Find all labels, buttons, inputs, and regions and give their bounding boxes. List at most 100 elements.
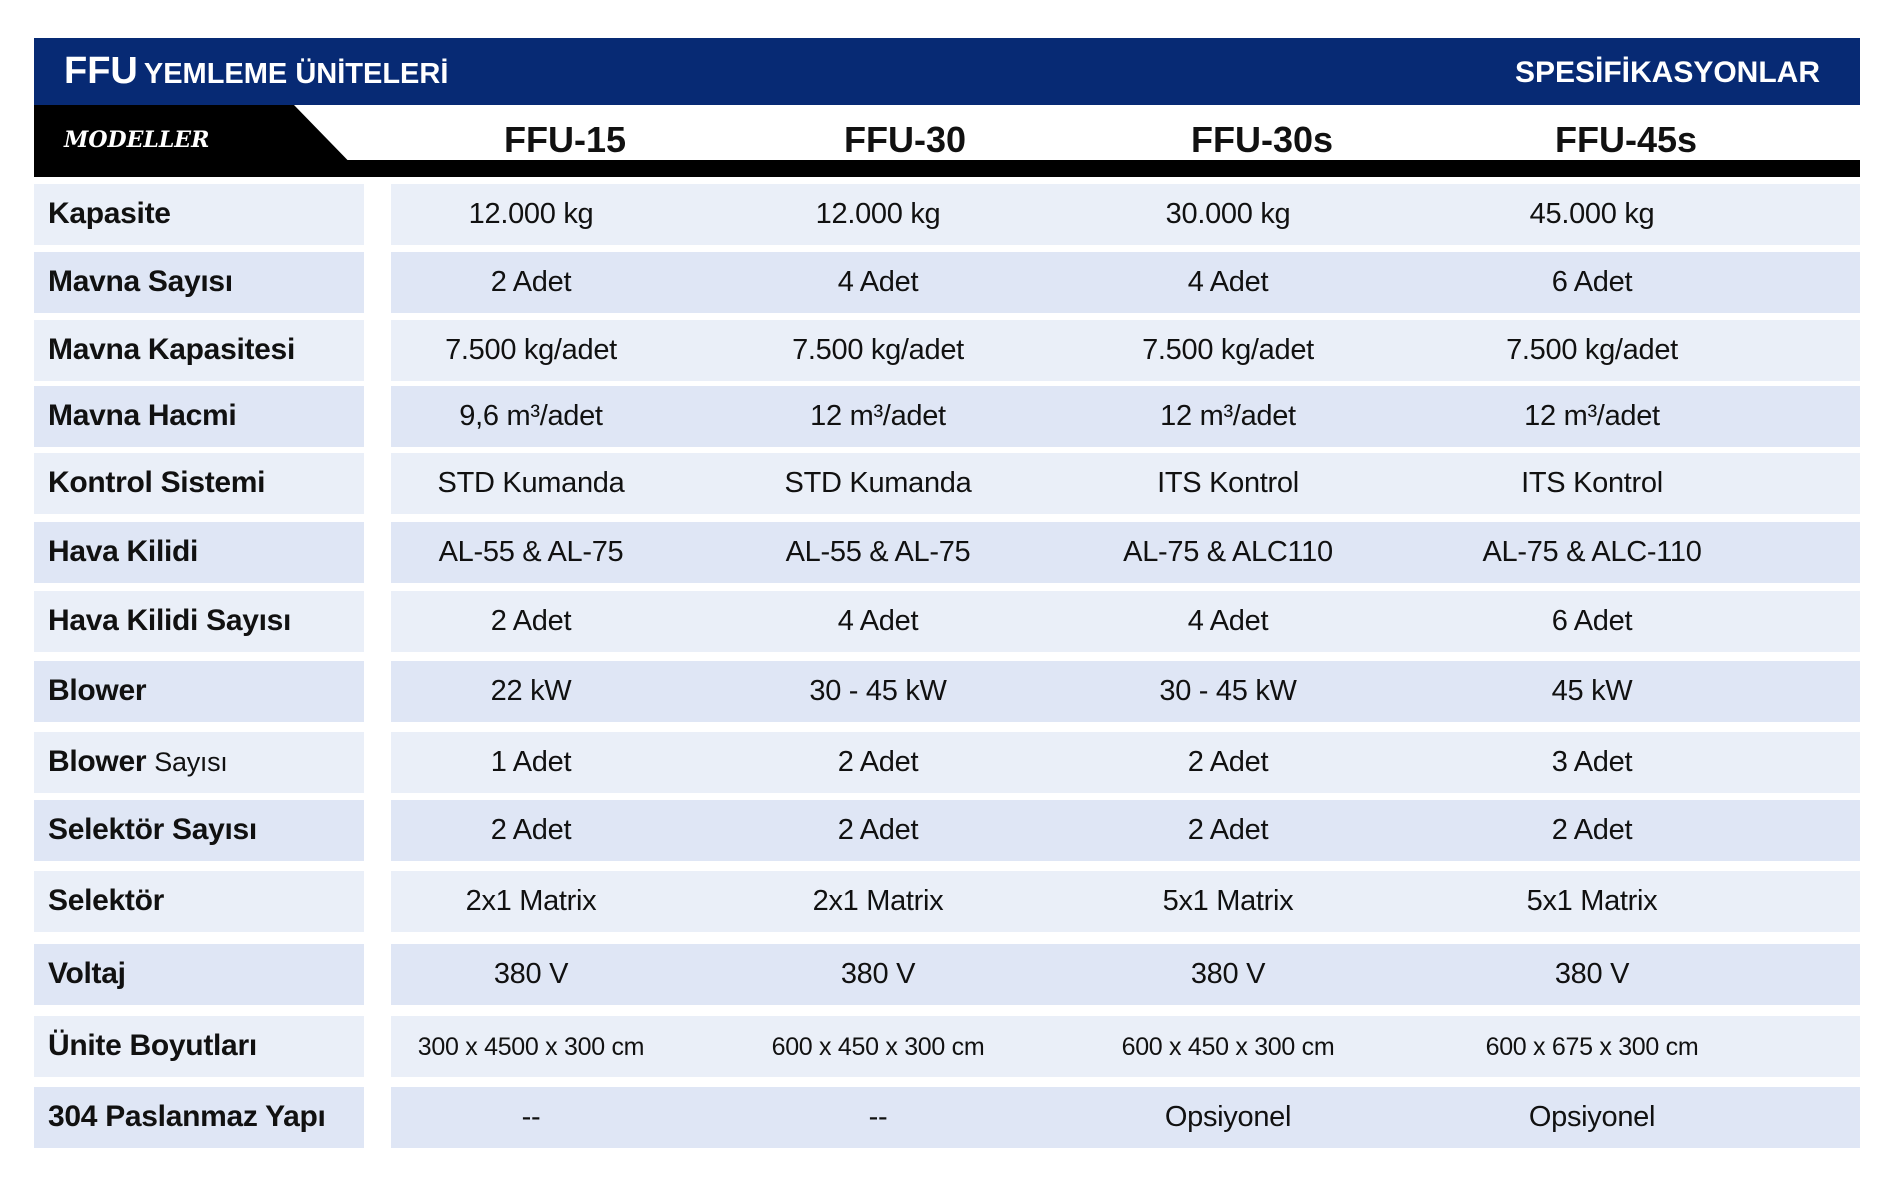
row-values-cell: 1 Adet 2 Adet 2 Adet 3 Adet	[391, 732, 1860, 793]
spec-value: ITS Kontrol	[1521, 467, 1663, 499]
spec-value: STD Kumanda	[784, 467, 972, 499]
row-label-suffix: Sayısı	[154, 747, 228, 777]
spec-value: 22 kW	[490, 675, 572, 707]
row-values-cell: 7.500 kg/adet 7.500 kg/adet 7.500 kg/adet 7…	[391, 320, 1860, 381]
row-label-cell: Kapasite	[34, 184, 364, 245]
row-values-cell: STD Kumanda STD Kumanda ITS Kontrol ITS Kon…	[391, 453, 1860, 514]
spec-value: 380 V	[1554, 958, 1630, 990]
spec-value: 2 Adet	[1187, 746, 1269, 778]
spec-row: Kontrol Sistemi STD Kumanda STD Kumanda ITS…	[34, 453, 1860, 514]
row-label: Selektör Sayısı	[48, 813, 257, 847]
spec-value: 12 m³/adet	[810, 400, 946, 432]
spec-value: 5x1 Matrix	[1526, 885, 1658, 917]
spec-value: 600 x 675 x 300 cm	[1485, 1033, 1699, 1061]
model-header: FFU-15	[503, 119, 627, 160]
spec-value: 2 Adet	[837, 746, 919, 778]
row-label-text: Kapasite	[48, 197, 171, 230]
header-divider	[34, 160, 1860, 177]
spec-value: AL-55 & AL-75	[438, 536, 624, 568]
spec-value: 7.500 kg/adet	[1506, 334, 1678, 366]
spec-row: Selektör 2x1 Matrix 2x1 Matrix 5x1 Matrix 5x…	[34, 871, 1860, 932]
spec-value: 4 Adet	[837, 266, 919, 298]
row-label-text: Hava Kilidi Sayısı	[48, 604, 292, 637]
row-label: Mavna Sayısı	[48, 265, 233, 299]
model-header: FFU-30	[843, 119, 967, 160]
row-label-cell: Ünite Boyutları	[34, 1016, 364, 1077]
row-label-text: Hava Kilidi	[48, 535, 199, 568]
spec-value: AL-75 & ALC-110	[1482, 536, 1702, 568]
spec-row: Ünite Boyutları 300 x 4500 x 300 cm 600 x …	[34, 1016, 1860, 1077]
spec-value: Opsiyonel	[1164, 1101, 1292, 1133]
row-label: Mavna Kapasitesi	[48, 333, 295, 367]
spec-value: 4 Adet	[1187, 605, 1269, 637]
spec-row: Blower Sayısı 1 Adet 2 Adet 2 Adet 3 Adet	[34, 732, 1860, 793]
spec-value: 380 V	[840, 958, 916, 990]
row-label-cell: 304 Paslanmaz Yapı	[34, 1087, 364, 1148]
model-header: FFU-45s	[1554, 119, 1698, 160]
row-label: Kapasite	[48, 197, 171, 231]
title-sub: YEMLEME ÜNİTELERİ	[143, 58, 449, 90]
specifications-label: SPESİFİKASYONLAR	[1514, 56, 1820, 89]
row-label-text: 304 Paslanmaz Yapı	[48, 1100, 326, 1133]
spec-value: 2 Adet	[490, 814, 572, 846]
models-label: MODELLER	[64, 127, 210, 153]
page-title: FFU YEMLEME ÜNİTELERİ	[64, 50, 448, 93]
row-label: Hava Kilidi Sayısı	[48, 604, 291, 638]
row-values-cell: -- -- Opsiyonel Opsiyonel	[391, 1087, 1860, 1148]
spec-value: 600 x 450 x 300 cm	[1121, 1033, 1335, 1061]
row-values-cell: 2x1 Matrix 2x1 Matrix 5x1 Matrix 5x1 Matrix	[391, 871, 1860, 932]
title-bar: FFU YEMLEME ÜNİTELERİ SPESİFİKASYONLAR	[34, 38, 1860, 105]
row-label-cell: Mavna Sayısı	[34, 252, 364, 313]
row-label: Blower Sayısı	[48, 745, 228, 779]
row-label: 304 Paslanmaz Yapı	[48, 1100, 326, 1134]
spec-value: 2 Adet	[1551, 814, 1633, 846]
row-label-text: Ünite Boyutları	[48, 1029, 257, 1062]
row-label-cell: Hava Kilidi Sayısı	[34, 591, 364, 652]
row-label-cell: Mavna Kapasitesi	[34, 320, 364, 381]
row-values-cell: 300 x 4500 x 300 cm 600 x 450 x 300 cm 600…	[391, 1016, 1860, 1077]
spec-row: Mavna Kapasitesi 7.500 kg/adet 7.500 kg/ad…	[34, 320, 1860, 381]
spec-value: 12.000 kg	[815, 198, 941, 230]
spec-value: 300 x 4500 x 300 cm	[417, 1033, 645, 1061]
spec-value: STD Kumanda	[437, 467, 625, 499]
row-values-cell: 380 V 380 V 380 V 380 V	[391, 944, 1860, 1005]
row-label-cell: Blower Sayısı	[34, 732, 364, 793]
spec-value: 12.000 kg	[468, 198, 594, 230]
row-label-cell: Selektör Sayısı	[34, 800, 364, 861]
row-label-text: Selektör	[48, 884, 164, 917]
spec-value: 1 Adet	[490, 746, 572, 778]
spec-value: 380 V	[493, 958, 569, 990]
spec-value: AL-75 & ALC110	[1123, 536, 1333, 568]
spec-value: 2 Adet	[1187, 814, 1269, 846]
spec-row: Selektör Sayısı 2 Adet 2 Adet 2 Adet 2 Adet	[34, 800, 1860, 861]
row-label: Mavna Hacmi	[48, 399, 237, 433]
spec-row: Voltaj 380 V 380 V 380 V 380 V	[34, 944, 1860, 1005]
row-label: Ünite Boyutları	[48, 1029, 257, 1063]
spec-value: 7.500 kg/adet	[445, 334, 617, 366]
spec-row: Blower 22 kW 30 - 45 kW 30 - 45 kW 45 kW	[34, 661, 1860, 722]
spec-value: 12 m³/adet	[1524, 400, 1660, 432]
spec-value: 6 Adet	[1551, 605, 1633, 637]
spec-value: 5x1 Matrix	[1162, 885, 1294, 917]
spec-row: 304 Paslanmaz Yapı -- -- Opsiyonel Opsiyonel	[34, 1087, 1860, 1148]
spec-value: 2 Adet	[837, 814, 919, 846]
row-label-text: Mavna Sayısı	[48, 265, 233, 298]
spec-row: Hava Kilidi Sayısı 2 Adet 4 Adet 4 Adet 6 Ad…	[34, 591, 1860, 652]
row-label-cell: Blower	[34, 661, 364, 722]
title-main: FFU	[64, 50, 138, 92]
model-header: FFU-30s	[1190, 119, 1334, 160]
spec-value: 12 m³/adet	[1160, 400, 1296, 432]
spec-value: 4 Adet	[1187, 266, 1269, 298]
row-label: Voltaj	[48, 957, 126, 991]
spec-value: 30 - 45 kW	[809, 675, 947, 707]
row-label-text: Kontrol Sistemi	[48, 466, 266, 499]
row-values-cell: 2 Adet 4 Adet 4 Adet 6 Adet	[391, 591, 1860, 652]
spec-value: 2 Adet	[490, 605, 572, 637]
row-label-cell: Selektör	[34, 871, 364, 932]
row-label: Selektör	[48, 884, 164, 918]
spec-value: Opsiyonel	[1528, 1101, 1656, 1133]
spec-value: 7.500 kg/adet	[792, 334, 964, 366]
spec-value: --	[868, 1101, 888, 1133]
spec-value: 2x1 Matrix	[812, 885, 944, 917]
spec-value: 45 kW	[1551, 675, 1633, 707]
